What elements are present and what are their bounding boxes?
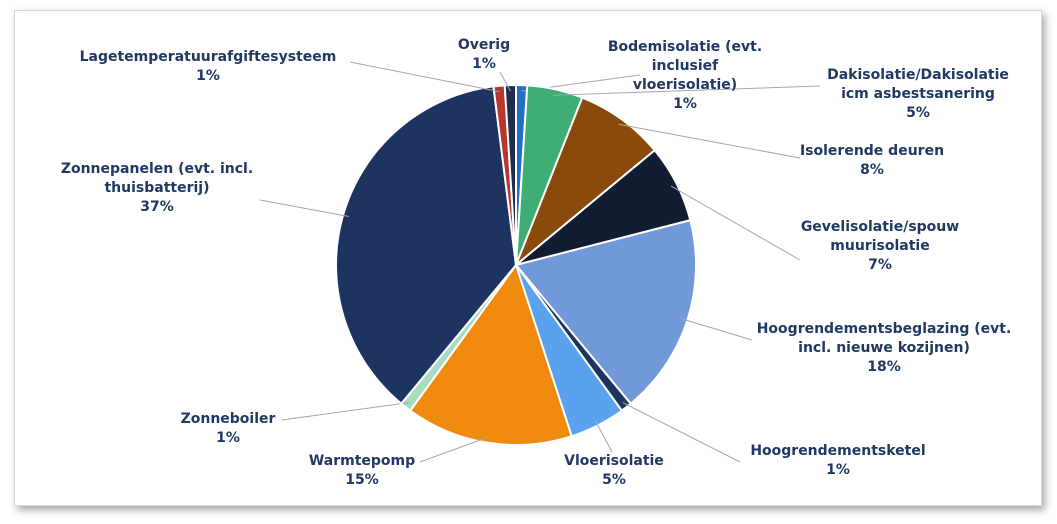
slice-label: Zonneboiler 1%: [168, 410, 288, 448]
leader-line: [553, 85, 821, 96]
pie-slice: [515, 96, 657, 266]
category-label: Dakisolatie/Dakisolatie icm asbestsaneri…: [827, 67, 1009, 102]
pie-slice: [335, 85, 518, 406]
category-label: Vloerisolatie: [564, 453, 664, 469]
category-label: Lagetemperatuurafgiftesysteem: [79, 49, 337, 65]
leader-line: [594, 419, 613, 453]
value-label: 18%: [867, 359, 901, 375]
slice-label: Dakisolatie/Dakisolatie icm asbestsaneri…: [813, 66, 1023, 123]
value-label: 1%: [472, 56, 496, 72]
slice-label: Warmtepomp 15%: [302, 452, 422, 490]
value-label: 5%: [602, 472, 626, 488]
slice-label: Zonnepanelen (evt. incl. thuisbatterij) 3…: [57, 160, 257, 217]
value-label: 1%: [216, 430, 240, 446]
value-label: 7%: [868, 257, 892, 273]
value-label: 5%: [906, 105, 930, 121]
slice-label: Hoogrendementsbeglazing (evt. incl. nieu…: [754, 320, 1014, 377]
leader-line: [499, 71, 511, 92]
value-label: 8%: [860, 162, 884, 178]
value-label: 37%: [140, 199, 174, 215]
slice-label: Vloerisolatie 5%: [554, 452, 674, 490]
value-label: 1%: [196, 68, 220, 84]
category-label: Warmtepomp: [308, 453, 416, 469]
leader-line: [259, 199, 349, 217]
leader-line: [618, 123, 801, 159]
leader-line: [681, 318, 753, 341]
category-label: Hoogrendementsbeglazing (evt. incl. nieu…: [756, 321, 1012, 356]
leader-line: [670, 185, 801, 261]
category-label: Overig: [457, 37, 511, 53]
category-label: Bodemisolatie (evt. inclusief vloerisola…: [607, 39, 763, 93]
leader-line: [349, 61, 500, 93]
category-label: Zonneboiler: [180, 411, 276, 427]
category-label: Zonnepanelen (evt. incl. thuisbatterij): [60, 161, 254, 196]
slice-label: Lagetemperatuurafgiftesysteem 1%: [63, 48, 353, 86]
slice-label: Gevelisolatie/spouw muurisolatie 7%: [795, 218, 965, 275]
value-label: 1%: [673, 96, 697, 112]
category-label: Gevelisolatie/spouw muurisolatie: [800, 219, 960, 254]
slice-label: Isolerende deuren 8%: [797, 142, 947, 180]
leader-line: [281, 401, 410, 421]
pie-slice: [503, 83, 517, 266]
slice-label: Overig 1%: [449, 36, 519, 74]
leader-line: [419, 436, 489, 463]
value-label: 1%: [826, 462, 850, 478]
value-label: 15%: [345, 472, 379, 488]
category-label: Hoogrendementsketel: [750, 443, 926, 459]
leader-line: [622, 402, 741, 463]
pie-slice: [408, 262, 573, 446]
category-label: Isolerende deuren: [799, 143, 945, 159]
slice-label: Hoogrendementsketel 1%: [743, 442, 933, 480]
slice-label: Bodemisolatie (evt. inclusief vloerisola…: [598, 38, 773, 114]
